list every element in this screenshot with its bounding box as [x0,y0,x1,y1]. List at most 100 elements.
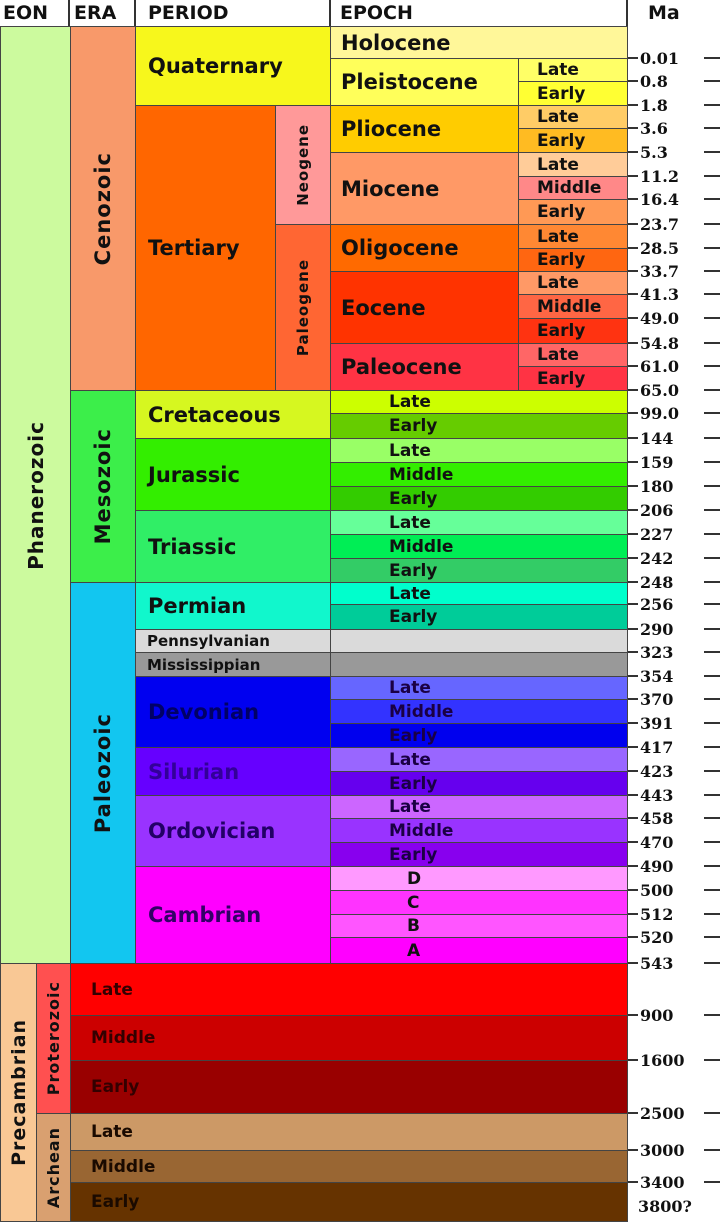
subdivision-label: Early [91,1077,140,1097]
subdivision-middle: Middle [330,699,628,724]
subdivision-early: Early [70,1182,628,1222]
eon-precambrian: Precambrian [0,963,37,1222]
period-label: Permian [148,594,247,618]
tick-mark [704,270,720,272]
subdivision-label: Early [537,321,586,341]
epoch-label: Pleistocene [341,70,478,94]
subdivision-label: Early [537,202,586,222]
ma-tick-label: 520 [640,927,674,947]
tick-mark [704,412,720,414]
ma-tick-label: 1600 [640,1050,685,1070]
eon-phanerozoic: Phanerozoic [0,26,71,964]
period-label: Ordovician [148,819,276,843]
ma-tick-label: 16.4 [640,189,679,209]
tick-mark [628,293,638,295]
subdivision-label: A [407,940,421,961]
subdivision-label: Late [389,678,431,698]
ma-tick-label: 0.8 [640,71,668,91]
period-silurian: Silurian [135,747,331,796]
period-label: Mississippian [147,655,261,674]
subdivision-late: Late [330,795,628,819]
subdivision-late: Late [330,582,628,605]
tick-mark [704,293,720,295]
period-label: Triassic [148,534,237,559]
tick-mark [628,962,638,964]
period-label: Devonian [148,700,260,724]
header-period: PERIOD [148,2,229,24]
subdivision-middle: Middle [330,462,628,487]
subdivision-early: Early [330,558,628,583]
tick-mark [704,533,720,535]
header-divider [329,0,331,26]
ma-tick-label: 242 [640,548,674,568]
tick-mark [704,151,720,153]
ma-tick: 23.7 [628,214,720,234]
era-archean: Archean [36,1113,71,1222]
header-epoch: EPOCH [340,2,413,24]
ma-tick-label: 206 [640,500,674,520]
subdivision-label: Late [537,107,579,127]
ma-tick: 49.0 [628,309,720,328]
subdivision-label: Early [537,250,586,270]
tick-mark [628,865,638,867]
ma-tick: 470 [628,833,720,852]
period-label: Pennsylvanian [147,632,270,650]
ma-tick-label: 23.7 [640,214,679,234]
ma-tick: 3000 [628,1141,720,1160]
tick-mark [628,746,638,748]
tick-mark [628,533,638,535]
tick-mark [704,389,720,391]
ma-tick: 54.8 [628,334,720,353]
ma-tick-label: 323 [640,642,674,662]
period-label: Tertiary [148,236,240,260]
subdivision-label: Middle [389,701,454,722]
subdivision-late: Late [518,105,628,129]
subdivision-label: B [407,916,420,936]
epoch-holocene: Holocene [330,26,628,59]
subdivision-a: A [330,937,628,964]
tick-mark [704,485,720,487]
period-permian: Permian [135,582,331,630]
tick-mark [704,1112,720,1114]
header-divider [626,0,628,26]
subdivision-label: Middle [537,296,602,317]
subdivision-label: Late [91,979,133,1000]
ma-tick: 5.3 [628,142,720,162]
subdivision-late: Late [518,152,628,177]
ma-tick: 323 [628,642,720,662]
tick-mark [704,913,720,915]
subdivision-early: Early [330,771,628,796]
tick-mark [628,175,638,177]
ma-tick-label: 290 [640,619,674,639]
tick-mark [704,365,720,367]
ma-tick-label: 370 [640,689,674,709]
header-era: ERA [74,2,117,24]
tick-mark [704,1181,720,1183]
ma-tick: 3400 [628,1173,720,1192]
subdivision-middle: Middle [330,818,628,843]
tick-mark [704,437,720,439]
ma-tick-label: 256 [640,594,674,614]
tick-mark [704,342,720,344]
ma-tick-label: 443 [640,785,674,805]
tick-mark [628,223,638,225]
subdivision-label: Late [537,154,579,175]
tick-mark [628,675,638,677]
era-label: Mesozoic [91,428,115,545]
ma-tick-label: 41.3 [640,284,679,304]
ma-tick: 391 [628,714,720,733]
tick-mark [628,317,638,319]
epoch-oligocene: Oligocene [330,224,519,272]
tick-mark [628,485,638,487]
tick-mark [628,581,638,583]
ma-tick-label: 33.7 [640,261,679,281]
period-cambrian: Cambrian [135,866,331,964]
ma-tick: 512 [628,905,720,924]
subdivision-late: Late [518,271,628,295]
ma-tick: 180 [628,477,720,496]
ma-tick: 41.3 [628,284,720,304]
ma-tick-label: 5.3 [640,142,668,162]
ma-tick: 354 [628,667,720,686]
tick-mark [704,962,720,964]
subdivision-early: Early [518,248,628,272]
